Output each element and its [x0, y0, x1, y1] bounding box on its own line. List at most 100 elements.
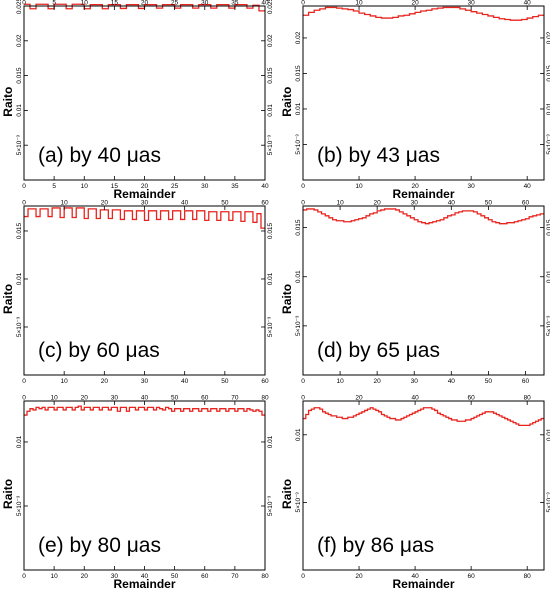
step-series-line [24, 207, 265, 229]
x-axis-label: Remainder [113, 577, 175, 591]
x-tick-label: 0 [22, 183, 26, 190]
y-tick-label-right: 0.01 [546, 270, 550, 283]
x-tick-label-top: 20 [101, 200, 109, 207]
x-tick-label-top: 30 [111, 395, 119, 402]
y-tick-label: 0.01 [16, 272, 23, 285]
x-tick-label: 60 [468, 573, 476, 580]
y-tick-label: 5×10⁻³ [16, 134, 23, 155]
x-tick-label: 40 [181, 378, 189, 385]
x-axis-label: Remainder [392, 187, 454, 201]
panel-label: (b) by 43 μas [317, 144, 440, 167]
y-tick-label-right: 0.015 [267, 222, 274, 239]
x-tick-label: 30 [201, 183, 209, 190]
panel-d: 0 0 10 10 20 20 30 30 40 40 50 50 60 60 5×10⁻³ 5×10⁻³ 0.… [280, 200, 550, 386]
x-tick-label: 0 [22, 573, 26, 580]
x-tick-label-top: 0 [301, 200, 305, 207]
y-tick-label: 0.01 [295, 102, 302, 115]
y-tick-label-right: 0.02 [546, 31, 550, 44]
x-tick-label: 40 [411, 573, 419, 580]
step-series-line [24, 405, 265, 416]
x-tick-label-top: 35 [231, 0, 239, 7]
x-tick-label-top: 40 [261, 0, 269, 7]
y-tick-label: 5×10⁻³ [295, 491, 302, 512]
x-tick-label: 10 [61, 378, 69, 385]
x-tick-label-top: 0 [301, 395, 305, 402]
x-tick-label-top: 0 [301, 0, 305, 7]
x-tick-label-top: 10 [355, 0, 363, 7]
y-tick-label: 0.01 [295, 428, 302, 441]
x-tick-label-top: 30 [141, 200, 149, 207]
y-tick-label: 0.015 [16, 222, 23, 239]
x-tick-label: 50 [221, 378, 229, 385]
panel-label: (d) by 65 μas [317, 339, 440, 362]
y-tick-label-right: 0.02 [267, 34, 274, 47]
x-tick-label-top: 50 [171, 395, 179, 402]
y-tick-label: 0.02 [16, 34, 23, 47]
plot-frame [302, 400, 545, 571]
y-tick-label-right: 0.015 [546, 219, 550, 236]
y-tick-label-right: 0.01 [267, 272, 274, 285]
x-tick-label: 0 [301, 573, 305, 580]
y-tick-label: 0.01 [16, 104, 23, 117]
x-axis-label: Remainder [113, 187, 175, 201]
x-tick-label-top: 0 [22, 395, 26, 402]
y-tick-label-right: 5×10⁻³ [546, 134, 550, 155]
x-tick-label: 30 [411, 378, 419, 385]
panel-label: (a) by 40 μas [38, 144, 161, 167]
x-tick-label: 35 [231, 183, 239, 190]
y-tick-label: 5×10⁻³ [16, 316, 23, 337]
y-tick-label-right: 0.01 [546, 428, 550, 441]
x-tick-label-top: 10 [336, 200, 344, 207]
x-tick-label: 70 [231, 573, 239, 580]
x-tick-label-top: 10 [51, 395, 59, 402]
panel-a: 0 0 5 5 10 10 15 15 20 20 25 25 30 30 35 35 40 40 5×10⁻³ 5×… [1, 0, 274, 201]
x-tick-label: 40 [261, 183, 269, 190]
x-tick-label: 20 [355, 573, 363, 580]
x-tick-label: 10 [51, 573, 59, 580]
x-tick-label-top: 60 [201, 395, 209, 402]
y-tick-label: 0.01 [295, 270, 302, 283]
x-tick-label: 0 [301, 378, 305, 385]
x-tick-label-top: 10 [61, 200, 69, 207]
y-tick-label: 5×10⁻³ [295, 134, 302, 155]
x-tick-label-top: 60 [261, 200, 269, 207]
x-tick-label-top: 20 [81, 395, 89, 402]
x-tick-label-top: 60 [522, 200, 530, 207]
x-tick-label: 15 [111, 183, 119, 190]
x-tick-label: 80 [261, 573, 269, 580]
x-tick-label-top: 0 [22, 0, 26, 7]
y-tick-label-right: 0.025 [267, 0, 274, 14]
step-series-line [303, 208, 544, 225]
x-tick-label-top: 40 [181, 200, 189, 207]
y-axis-label: Raito [280, 479, 294, 509]
y-axis-label: Raito [1, 87, 15, 117]
x-tick-label-top: 30 [468, 0, 476, 7]
y-tick-label-right: 5×10⁻³ [546, 491, 550, 512]
x-tick-label-top: 0 [22, 200, 26, 207]
panel-label: (f) by 86 μas [317, 534, 434, 557]
y-tick-label: 0.015 [16, 67, 23, 84]
y-tick-label-right: 0.01 [267, 435, 274, 448]
y-tick-label: 0.02 [295, 31, 302, 44]
x-tick-label-top: 50 [485, 200, 493, 207]
plot-frame [302, 205, 545, 376]
y-tick-label: 5×10⁻³ [295, 315, 302, 336]
x-tick-label-top: 5 [52, 0, 56, 7]
x-tick-label-top: 40 [411, 395, 419, 402]
y-tick-label-right: 5×10⁻³ [546, 315, 550, 336]
x-tick-label-top: 70 [231, 395, 239, 402]
step-series-line [303, 407, 544, 426]
x-tick-label: 20 [101, 378, 109, 385]
x-tick-label: 0 [301, 183, 305, 190]
y-tick-label-right: 0.015 [267, 67, 274, 84]
y-axis-label: Raito [1, 284, 15, 314]
y-axis-label: Raito [280, 284, 294, 314]
panel-label: (c) by 60 μas [38, 339, 160, 362]
x-tick-label: 30 [141, 378, 149, 385]
x-tick-label-top: 40 [141, 395, 149, 402]
x-tick-label: 60 [522, 378, 530, 385]
step-series-line [303, 6, 544, 21]
x-tick-label: 30 [468, 183, 476, 190]
x-tick-label: 50 [485, 378, 493, 385]
